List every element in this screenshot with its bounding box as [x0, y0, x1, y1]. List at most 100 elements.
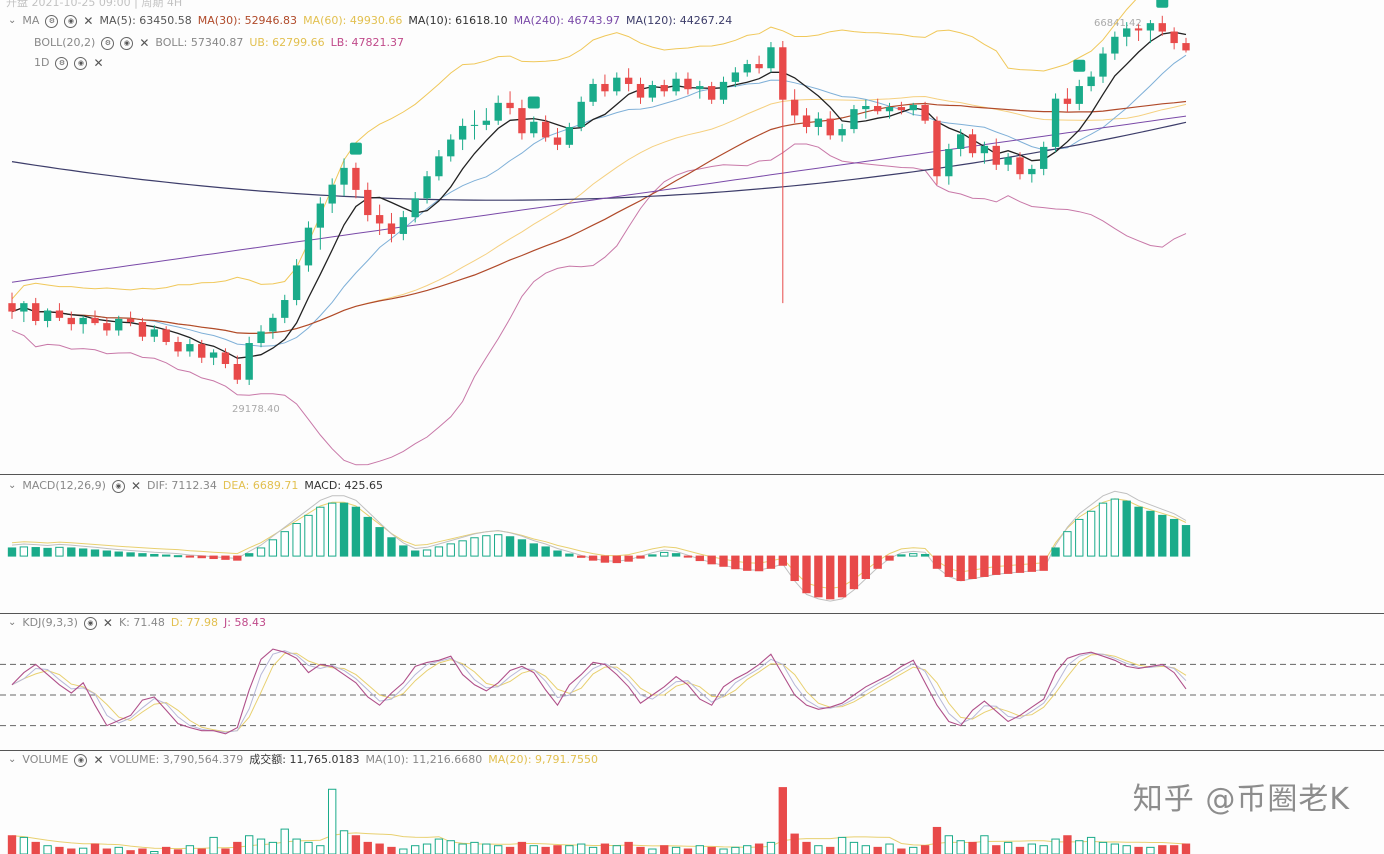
- volume-bar: [150, 851, 159, 854]
- candle-body: [352, 167, 360, 190]
- collapse-chevron-icon[interactable]: ⌄: [8, 15, 17, 26]
- visibility-icon[interactable]: ◉: [83, 616, 97, 630]
- macd-bar: [612, 555, 621, 564]
- candle-body: [1099, 53, 1107, 77]
- macd-bar: [826, 555, 835, 600]
- visibility-icon[interactable]: ◉: [64, 14, 78, 28]
- collapse-chevron-icon[interactable]: ⌄: [8, 480, 17, 491]
- visibility-icon[interactable]: ◉: [120, 36, 134, 50]
- ma30-line: [11, 100, 1187, 335]
- close-icon[interactable]: ✕: [130, 479, 141, 493]
- candle-body: [921, 104, 929, 121]
- volume-bar: [43, 845, 52, 854]
- candle-body: [1123, 28, 1131, 37]
- candle-body: [897, 107, 906, 111]
- candle-body: [423, 176, 431, 199]
- candle-body: [79, 317, 87, 325]
- macd-bar: [1051, 547, 1060, 557]
- macd-bar: [648, 554, 657, 557]
- macd-bar: [67, 547, 76, 557]
- ma240-value: MA(240): 46743.97: [513, 14, 620, 27]
- macd-bar: [43, 547, 52, 557]
- volume-bar: [731, 846, 740, 854]
- kdj-legend: ⌄ KDJ(9,3,3) ◉ ✕ K: 71.48 D: 77.98 J: 58…: [8, 616, 266, 630]
- visibility-icon[interactable]: ◉: [74, 56, 88, 70]
- macd-bar: [731, 555, 740, 570]
- macd-bar: [932, 555, 942, 569]
- macd-bar: [470, 537, 479, 557]
- volume-bar: [458, 843, 467, 854]
- candle-body: [1158, 23, 1166, 32]
- macd-bar: [517, 539, 527, 557]
- visibility-icon[interactable]: ◉: [74, 753, 88, 767]
- volume-bar: [648, 848, 657, 854]
- volume-bar: [1051, 838, 1060, 854]
- candle-body: [115, 318, 123, 331]
- volume-bar: [790, 833, 799, 854]
- candle-body: [696, 86, 704, 90]
- close-icon[interactable]: ✕: [102, 616, 113, 630]
- volume-bar: [422, 843, 432, 854]
- price-plot[interactable]: [0, 0, 1384, 474]
- candle-body: [684, 78, 692, 90]
- ma240-line: [11, 115, 1187, 283]
- macd-bar: [968, 555, 977, 579]
- candle-body: [790, 99, 799, 116]
- macd-plot[interactable]: [0, 475, 1384, 613]
- candle-body: [162, 329, 170, 342]
- volume-bar: [185, 845, 195, 854]
- volume-bar: [980, 835, 989, 854]
- candle-body: [802, 115, 811, 127]
- close-icon[interactable]: ✕: [83, 14, 94, 28]
- candle-body: [553, 137, 562, 145]
- volume-bar: [743, 845, 752, 854]
- candle-body: [257, 331, 265, 344]
- volume-bar: [719, 848, 728, 854]
- close-icon[interactable]: ✕: [93, 753, 104, 767]
- kdj-plot[interactable]: [0, 614, 1384, 750]
- candle-body: [55, 310, 64, 318]
- macd-bar: [233, 555, 242, 561]
- volume-bar: [505, 846, 515, 854]
- pane-divider[interactable]: [0, 474, 1384, 475]
- collapse-chevron-icon[interactable]: ⌄: [8, 617, 17, 628]
- volume-bar: [849, 841, 859, 854]
- close-icon[interactable]: ✕: [139, 36, 150, 50]
- volume-bar: [221, 848, 230, 854]
- macd-bar: [244, 553, 254, 557]
- visibility-icon[interactable]: ◉: [111, 479, 125, 493]
- macd-bar: [221, 555, 230, 560]
- pane-divider[interactable]: [0, 613, 1384, 614]
- info-line: 开盘 2021-10-25 09:00 | 周期 4H: [6, 0, 182, 10]
- macd-bar: [707, 555, 716, 565]
- volume-bar: [19, 836, 29, 854]
- candle-body: [1111, 36, 1119, 54]
- candle-body: [589, 83, 597, 102]
- volume-bar: [683, 848, 693, 854]
- pane-divider[interactable]: [0, 750, 1384, 751]
- volume-bar: [102, 848, 112, 854]
- volume-bar: [837, 836, 847, 854]
- close-icon[interactable]: ✕: [93, 56, 104, 70]
- macd-bar: [1003, 555, 1013, 574]
- candle-body: [1170, 31, 1178, 44]
- candle-body: [399, 217, 408, 234]
- volume-plot[interactable]: [0, 751, 1384, 854]
- macd-bar: [1181, 525, 1191, 557]
- macd-bar: [980, 555, 989, 577]
- candle-body: [909, 104, 917, 111]
- settings-icon[interactable]: ⚙: [55, 56, 69, 70]
- candle-body: [67, 317, 75, 325]
- macd-bar: [1110, 498, 1120, 557]
- volume-bar: [814, 845, 823, 854]
- volume-bar: [90, 843, 100, 854]
- macd-bar: [778, 555, 787, 566]
- volume-bar: [565, 845, 574, 854]
- settings-icon[interactable]: ⚙: [101, 36, 115, 50]
- collapse-chevron-icon[interactable]: ⌄: [8, 754, 17, 765]
- macd-bar: [577, 555, 586, 558]
- settings-icon[interactable]: ⚙: [45, 14, 59, 28]
- candle-body: [328, 184, 336, 204]
- volume-bar: [1169, 845, 1179, 854]
- macd-bar: [861, 555, 870, 579]
